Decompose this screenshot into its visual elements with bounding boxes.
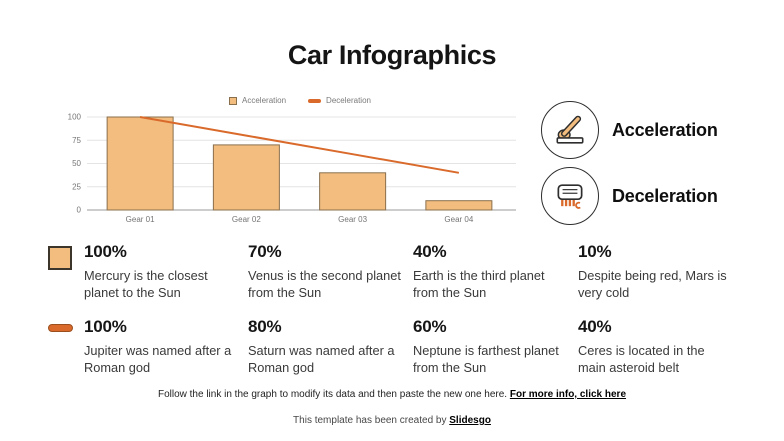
acceleration-circle-badge: [541, 101, 599, 159]
stat-description: Venus is the second planet from the Sun: [248, 268, 401, 300]
acceleration-label: Acceleration: [612, 119, 718, 140]
stat-value: 60%: [413, 317, 447, 336]
legend-item-acceleration: Acceleration: [229, 96, 286, 105]
stat-item: 100% Jupiter was named after a Roman god: [84, 317, 239, 376]
y-tick-label: 25: [72, 182, 81, 191]
legend-item-deceleration: Deceleration: [308, 96, 371, 105]
stat-description: Despite being red, Mars is very cold: [578, 268, 727, 300]
legend-label-deceleration: Deceleration: [326, 96, 371, 105]
x-tick-label: Gear 03: [338, 215, 367, 224]
chart-bar: [425, 200, 493, 211]
y-tick-label: 0: [77, 206, 82, 215]
chart-bar: [319, 172, 387, 211]
y-tick-label: 75: [72, 136, 81, 145]
stat-description: Earth is the third planet from the Sun: [413, 268, 545, 300]
slidesgo-link[interactable]: Slidesgo: [449, 415, 491, 426]
stat-value: 70%: [248, 242, 282, 261]
footer-more-info-link[interactable]: For more info, click here: [509, 389, 627, 400]
deceleration-swatch-icon: [308, 98, 322, 103]
stats-row-acceleration: 100% Mercury is the closest planet to th…: [0, 242, 784, 314]
x-tick-label: Gear 02: [232, 215, 261, 224]
footer-credit: This template has been created by Slides…: [0, 415, 784, 426]
stat-item: 100% Mercury is the closest planet to th…: [84, 242, 239, 301]
stat-value: 40%: [578, 317, 612, 336]
stat-item: 60% Neptune is farthest planet from the …: [413, 317, 568, 376]
y-tick-label: 100: [68, 113, 82, 122]
side-item-acceleration: Acceleration: [541, 101, 718, 159]
legend-label-acceleration: Acceleration: [242, 96, 287, 105]
footer-note-text: Follow the link in the graph to modify i…: [157, 389, 510, 400]
stat-value: 10%: [578, 242, 612, 261]
side-item-deceleration: Deceleration: [541, 167, 718, 225]
x-tick-label: Gear 01: [126, 215, 155, 224]
gear-lever-icon: [556, 115, 584, 144]
stat-description: Ceres is located in the main asteroid be…: [578, 343, 705, 375]
chart-line: [139, 116, 460, 174]
deceleration-label: Deceleration: [612, 185, 718, 206]
chart-bar: [212, 144, 280, 211]
stat-item: 80% Saturn was named after a Roman god: [248, 317, 403, 376]
y-tick-label: 50: [72, 159, 81, 168]
stat-description: Neptune is farthest planet from the Sun: [413, 343, 559, 375]
footer-credit-text: This template has been created by: [293, 415, 450, 426]
acceleration-swatch-icon: [229, 96, 238, 105]
stat-description: Mercury is the closest planet to the Sun: [84, 268, 208, 300]
page-title: Car Infographics: [287, 40, 497, 70]
acceleration-bar-swatch-icon: [48, 246, 72, 270]
stat-item: 40% Ceres is located in the main asteroi…: [578, 317, 733, 376]
deceleration-line-swatch-icon: [48, 324, 73, 332]
stat-description: Saturn was named after a Roman god: [248, 343, 395, 375]
chart-plot: 0 25 50 75 100 Gear 01 Gear 02 Gear 03 Gear 04: [68, 113, 516, 224]
chart-legend: Acceleration Deceleration: [60, 96, 540, 105]
x-tick-label: Gear 04: [444, 215, 473, 224]
stat-description: Jupiter was named after a Roman god: [84, 343, 232, 375]
stat-item: 10% Despite being red, Mars is very cold: [578, 242, 733, 301]
brake-radiator-icon: [557, 184, 583, 209]
stat-value: 40%: [413, 242, 447, 261]
stat-item: 40% Earth is the third planet from the S…: [413, 242, 568, 301]
chart: Acceleration Deceleration 0 25 50 75 100 Gear…: [60, 95, 540, 231]
deceleration-circle-badge: [541, 167, 599, 225]
footer-note: Follow the link in the graph to modify i…: [0, 389, 784, 400]
stat-value: 100%: [84, 317, 127, 336]
chart-bar: [106, 116, 174, 211]
stat-item: 70% Venus is the second planet from the …: [248, 242, 403, 301]
stats-row-deceleration: 100% Jupiter was named after a Roman god…: [0, 317, 784, 389]
stat-value: 80%: [248, 317, 282, 336]
stat-value: 100%: [84, 242, 127, 261]
